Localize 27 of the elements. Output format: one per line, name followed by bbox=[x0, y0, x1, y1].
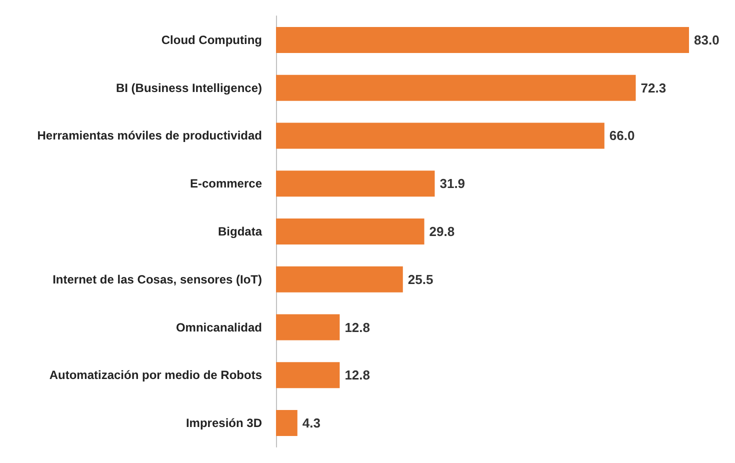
y-tick-label: Bigdata bbox=[218, 224, 262, 238]
data-label: 83.0 bbox=[694, 32, 720, 48]
bar bbox=[276, 170, 435, 197]
y-tick-label: E-commerce bbox=[190, 176, 262, 191]
data-label: 29.8 bbox=[429, 224, 455, 239]
data-label: 25.5 bbox=[408, 272, 434, 287]
y-tick-label: Herramientas móviles de productividad bbox=[37, 128, 262, 143]
bar bbox=[276, 74, 636, 101]
bar bbox=[276, 266, 403, 292]
y-tick-label: Internet de las Cosas, sensores (IoT) bbox=[52, 272, 262, 286]
bar bbox=[276, 26, 689, 53]
data-label: 4.3 bbox=[302, 416, 320, 431]
data-label: 12.8 bbox=[344, 320, 370, 335]
bar bbox=[276, 314, 340, 340]
data-label: 12.8 bbox=[344, 368, 370, 383]
bar bbox=[276, 362, 340, 388]
y-tick-label: Omnicanalidad bbox=[176, 320, 262, 334]
y-tick-label: Cloud Computing bbox=[161, 32, 262, 47]
bar bbox=[276, 218, 424, 244]
data-label: 66.0 bbox=[609, 128, 635, 144]
bar bbox=[276, 122, 604, 149]
y-tick-label: Impresión 3D bbox=[186, 416, 262, 430]
data-label: 72.3 bbox=[640, 80, 666, 96]
data-label: 31.9 bbox=[440, 176, 466, 192]
y-tick-label: BI (Business Intelligence) bbox=[116, 80, 262, 95]
bar bbox=[276, 410, 298, 436]
y-tick-label: Automatización por medio de Robots bbox=[49, 368, 262, 382]
